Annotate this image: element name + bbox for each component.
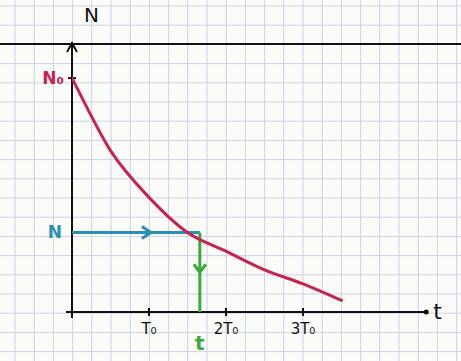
paper-line bbox=[0, 274, 461, 275]
paper-line bbox=[0, 63, 461, 64]
paper-line bbox=[245, 0, 246, 361]
plot-area bbox=[72, 78, 342, 312]
paper-line bbox=[0, 25, 461, 26]
paper-line bbox=[264, 0, 265, 361]
x-tick bbox=[148, 308, 150, 316]
paper-line bbox=[0, 294, 461, 295]
paper-line bbox=[0, 44, 461, 45]
paper-line bbox=[0, 102, 461, 103]
x-axis-title: t bbox=[433, 299, 442, 324]
paper-line bbox=[130, 0, 131, 361]
paper-line bbox=[149, 0, 150, 361]
paper-line bbox=[360, 0, 361, 361]
y-axis-arrow bbox=[67, 43, 77, 52]
paper-line bbox=[0, 217, 461, 218]
t-arrowhead bbox=[194, 264, 206, 272]
paper-line bbox=[0, 313, 461, 314]
paper-line bbox=[15, 0, 16, 361]
x-tick-label: 2T₀ bbox=[214, 320, 239, 338]
paper-line bbox=[168, 0, 169, 361]
x-tick bbox=[225, 308, 227, 316]
x-tick-label: 3T₀ bbox=[291, 320, 316, 338]
paper-line bbox=[0, 351, 461, 352]
x-axis-end bbox=[424, 310, 429, 315]
paper-line bbox=[0, 178, 461, 179]
paper-line bbox=[207, 0, 208, 361]
y-tick-label: N₀ bbox=[42, 68, 64, 88]
chart: t N T₀ 2T₀ 3T₀ N₀ Nt bbox=[0, 0, 461, 361]
x-tick bbox=[302, 308, 304, 316]
paper-line bbox=[379, 0, 380, 361]
paper-line bbox=[0, 140, 461, 141]
paper-line bbox=[0, 6, 461, 7]
paper-line bbox=[226, 0, 227, 361]
paper-line bbox=[53, 0, 54, 361]
paper-line bbox=[111, 0, 112, 361]
x-axis bbox=[66, 311, 426, 313]
paper-line bbox=[283, 0, 284, 361]
paper-line bbox=[0, 159, 461, 160]
t-label: t bbox=[195, 331, 205, 355]
paper-line bbox=[0, 198, 461, 199]
x-tick-label: T₀ bbox=[140, 320, 156, 338]
paper-line bbox=[303, 0, 304, 361]
paper-line bbox=[456, 0, 457, 361]
paper-line bbox=[0, 121, 461, 122]
y-axis-title: N bbox=[84, 3, 99, 27]
paper-line bbox=[187, 0, 188, 361]
paper-line bbox=[0, 255, 461, 256]
paper-line bbox=[341, 0, 342, 361]
n-level-arrow bbox=[72, 231, 200, 234]
paper-line bbox=[399, 0, 400, 361]
graph-paper bbox=[0, 0, 461, 361]
paper-line bbox=[322, 0, 323, 361]
top-rule bbox=[0, 43, 461, 45]
paper-line bbox=[72, 0, 73, 361]
decay-curve bbox=[72, 78, 342, 300]
paper-line bbox=[0, 236, 461, 237]
n-arrowhead bbox=[142, 226, 151, 238]
y-axis bbox=[71, 43, 73, 318]
paper-line bbox=[418, 0, 419, 361]
paper-line bbox=[91, 0, 92, 361]
paper-line bbox=[34, 0, 35, 361]
n-label: N bbox=[48, 222, 62, 242]
paper-line bbox=[0, 82, 461, 83]
